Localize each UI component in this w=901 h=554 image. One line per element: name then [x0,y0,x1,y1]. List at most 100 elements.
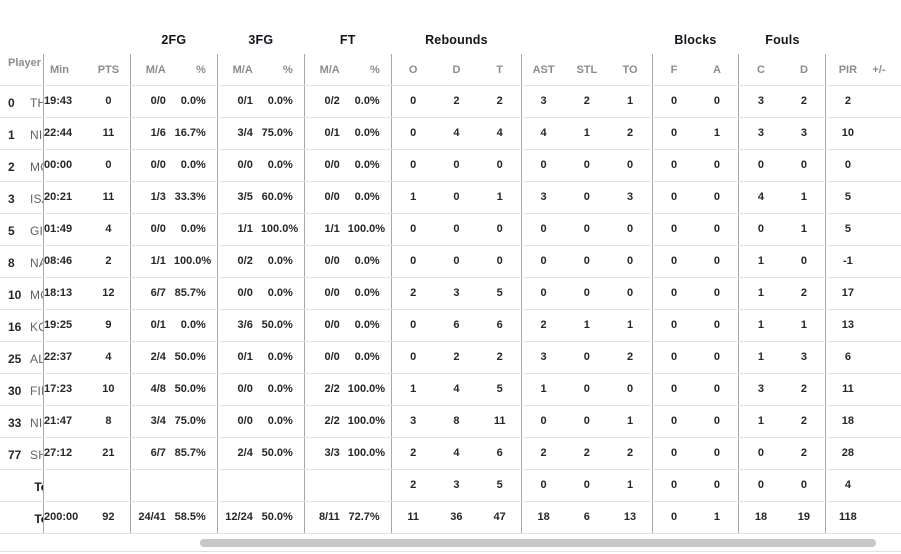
pir-cell: 17 [825,277,870,310]
table-row: 3ISAIAH CANAAN· 20:21 11 1/3 33.3% 3/5 6… [0,181,901,214]
stl-cell: 0 [565,373,609,406]
reb-o-cell: 2 [390,277,435,310]
to-cell: 0 [608,277,653,310]
blk-a-cell: 0 [695,469,739,502]
to-cell: 1 [608,405,653,438]
col-header-2fg-ma: M/A [129,54,174,86]
name-space [30,512,33,526]
min-cell: 22:37 [42,341,87,374]
ft-ma-cell: 0/0 [303,309,348,342]
reb-d-cell: 2 [434,85,479,118]
table-body: 0THOMAS WALKUP· 19:43 0 0/0 0.0% 0/1 0.0… [0,85,901,534]
reb-t-cell: 11 [478,405,522,438]
ft-ma-cell: 0/0 [303,245,348,278]
fg2-ma-cell: 3/4 [129,405,174,438]
plusminus-cell [869,213,901,246]
pts-cell: 11 [86,117,131,150]
ft-ma-cell: 0/2 [303,85,348,118]
player-first-name: ALEC [30,352,43,366]
fg3-ma-cell: 0/1 [216,85,261,118]
stl-cell: 0 [565,341,609,374]
min-cell: 20:21 [42,181,87,214]
row-label: Team [34,480,43,494]
reb-t-cell: 1 [478,181,522,214]
pir-cell: 5 [825,213,870,246]
reb-d-cell: 8 [434,405,479,438]
fg3-ma-cell: 0/0 [216,149,261,182]
fg2-pct-cell: 0.0% [173,149,218,182]
blk-a-cell: 0 [695,405,739,438]
pts-cell: 12 [86,277,131,310]
ft-pct-cell: 0.0% [347,117,392,150]
fg2-ma-cell: 1/1 [129,245,174,278]
player-first-name: NIKOLA [30,416,43,430]
table-row: 2MOSES WRIGHT 00:00 0 0/0 0.0% 0/0 0.0% … [0,149,901,182]
ft-pct-cell: 0.0% [347,181,392,214]
fg3-ma-cell: 1/1 [216,213,261,246]
ft-pct-cell: 0.0% [347,341,392,374]
plusminus-cell [869,469,901,502]
min-cell: 21:47 [42,405,87,438]
to-cell: 1 [608,309,653,342]
to-cell: 1 [608,469,653,502]
min-cell [42,469,87,502]
foul-d-cell: 2 [782,405,826,438]
foul-c-cell: 0 [738,213,783,246]
player-first-name: KOSTAS [30,320,43,334]
group-spacer [522,0,652,54]
ast-cell: 0 [521,277,566,310]
ast-cell: 0 [521,245,566,278]
ft-pct-cell: 0.0% [347,309,392,342]
ft-pct-cell: 0.0% [347,85,392,118]
ast-cell: 0 [521,405,566,438]
horizontal-scrollbar-thumb[interactable] [200,539,876,547]
ft-pct-cell: 100.0% [347,437,392,470]
player-cell: 3ISAIAH CANAAN· [0,181,44,214]
player-cell: 1NIGEL WILLIAMS-GOSS [0,117,44,150]
table-row: 25ALEC PETERS· 22:37 4 2/4 50.0% 0/1 0.0… [0,341,901,374]
fg2-ma-cell: 0/0 [129,213,174,246]
blk-f-cell: 0 [651,213,696,246]
fg3-pct-cell: 0.0% [260,85,305,118]
player-first-name: SHAQUIELLE [30,448,43,462]
blk-a-cell: 0 [695,245,739,278]
foul-d-cell: 1 [782,309,826,342]
group-spacer [0,0,130,54]
table-row: 1NIGEL WILLIAMS-GOSS 22:44 11 1/6 16.7% … [0,117,901,150]
box-score-table: 2FG 3FG FT Rebounds Blocks Fouls Player … [0,0,901,534]
foul-d-cell: 2 [782,437,826,470]
reb-d-cell: 2 [434,341,479,374]
fg2-pct-cell: 58.5% [173,501,218,534]
min-cell: 18:13 [42,277,87,310]
foul-d-cell: 2 [782,85,826,118]
foul-c-cell: 1 [738,405,783,438]
player-cell: 77SHAQUIELLE MCKISSIC [0,437,44,470]
ft-ma-cell: 8/11 [303,501,348,534]
reb-t-cell: 47 [478,501,522,534]
plusminus-cell [869,405,901,438]
blk-a-cell: 0 [695,149,739,182]
stl-cell: 0 [565,245,609,278]
blk-a-cell: 1 [695,501,739,534]
reb-o-cell: 0 [390,117,435,150]
to-cell: 0 [608,149,653,182]
reb-o-cell: 0 [390,149,435,182]
ft-ma-cell: 0/1 [303,117,348,150]
player-first-name: GIANNOULIS [30,224,44,238]
ast-cell: 3 [521,341,566,374]
col-header-ft-ma: M/A [303,54,348,86]
ft-ma-cell: 0/0 [303,277,348,310]
reb-o-cell: 3 [390,405,435,438]
plusminus-cell [869,373,901,406]
to-cell: 1 [608,85,653,118]
ast-cell: 2 [521,309,566,342]
fg2-pct-cell: 100.0% [173,245,218,278]
stl-cell: 1 [565,309,609,342]
fg3-pct-cell [260,469,305,502]
reb-t-cell: 2 [478,341,522,374]
foul-d-cell: 1 [782,213,826,246]
reb-t-cell: 0 [478,149,522,182]
reb-o-cell: 0 [390,309,435,342]
ast-cell: 1 [521,373,566,406]
reb-t-cell: 0 [478,213,522,246]
